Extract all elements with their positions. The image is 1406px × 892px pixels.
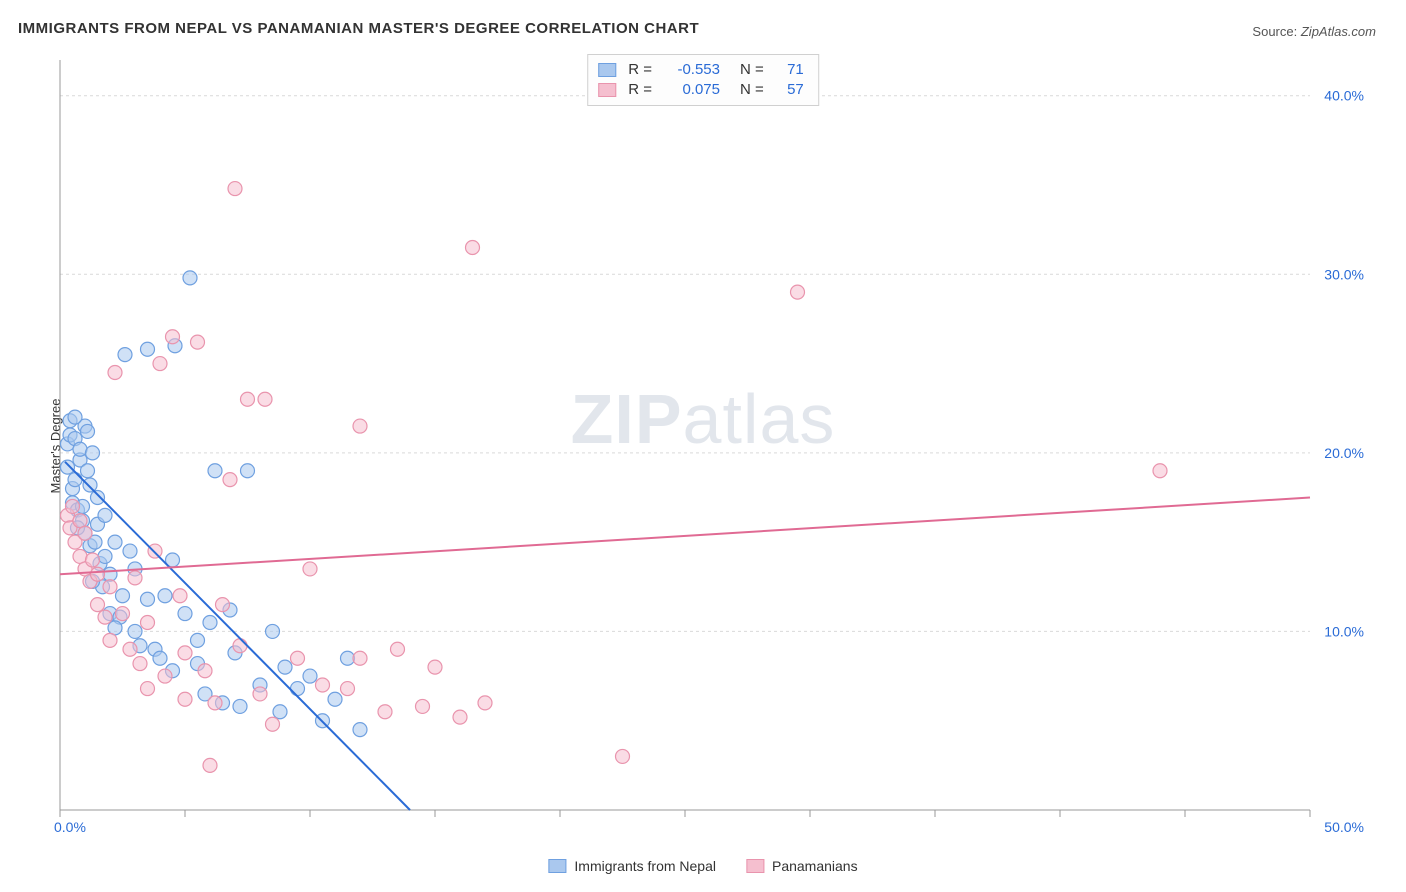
legend-swatch xyxy=(746,859,764,873)
plot-area: 10.0% 20.0% 30.0% 40.0% 0.0% 50.0% xyxy=(50,50,1376,842)
chart-title: IMMIGRANTS FROM NEPAL VS PANAMANIAN MAST… xyxy=(18,20,699,37)
legend-series: Immigrants from Nepal Panamanians xyxy=(548,858,857,874)
legend-stat-row: R = 0.075 N = 57 xyxy=(598,80,804,100)
legend-series-label: Immigrants from Nepal xyxy=(574,858,716,874)
n-value: 57 xyxy=(776,80,804,100)
source-name: ZipAtlas.com xyxy=(1301,24,1376,39)
svg-text:40.0%: 40.0% xyxy=(1324,88,1364,104)
r-label: R = xyxy=(628,80,652,100)
legend-series-label: Panamanians xyxy=(772,858,858,874)
legend-stat-row: R = -0.553 N = 71 xyxy=(598,60,804,80)
svg-text:50.0%: 50.0% xyxy=(1324,819,1364,835)
svg-text:20.0%: 20.0% xyxy=(1324,445,1364,461)
r-value: 0.075 xyxy=(664,80,720,100)
legend-series-item: Immigrants from Nepal xyxy=(548,858,716,874)
svg-text:30.0%: 30.0% xyxy=(1324,266,1364,282)
legend-swatch xyxy=(548,859,566,873)
svg-text:10.0%: 10.0% xyxy=(1324,623,1364,639)
legend-series-item: Panamanians xyxy=(746,858,858,874)
legend-stats: R = -0.553 N = 71 R = 0.075 N = 57 xyxy=(587,54,819,106)
n-value: 71 xyxy=(776,60,804,80)
legend-swatch xyxy=(598,83,616,97)
r-value: -0.553 xyxy=(664,60,720,80)
source-attribution: Source: ZipAtlas.com xyxy=(1252,24,1376,39)
n-label: N = xyxy=(740,60,764,80)
legend-swatch xyxy=(598,63,616,77)
r-label: R = xyxy=(628,60,652,80)
n-label: N = xyxy=(740,80,764,100)
source-label: Source: xyxy=(1252,24,1297,39)
svg-text:0.0%: 0.0% xyxy=(54,819,86,835)
scatter-plot: 10.0% 20.0% 30.0% 40.0% 0.0% 50.0% xyxy=(50,50,1376,842)
